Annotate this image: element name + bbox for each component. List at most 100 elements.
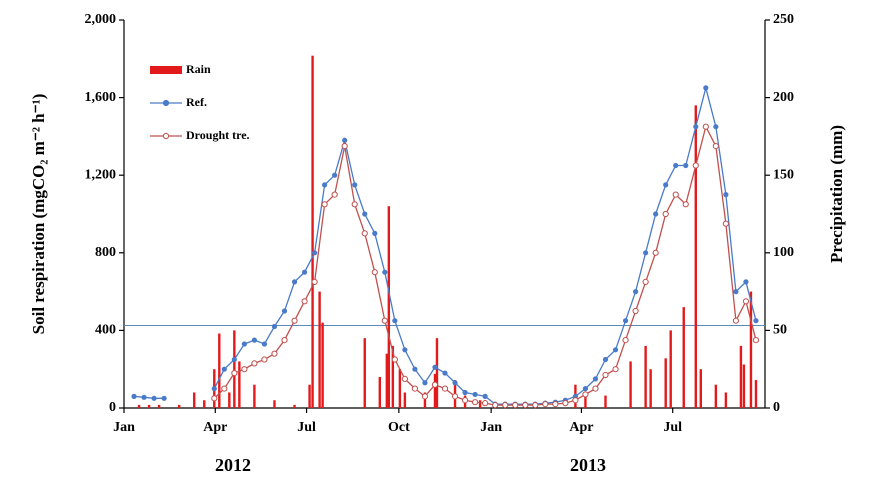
series-marker [401, 375, 408, 382]
series-marker [322, 182, 328, 188]
legend-label: Drought tre. [186, 128, 250, 142]
series-marker [693, 124, 699, 130]
series-marker [602, 356, 609, 363]
y-tick-label: 0 [109, 400, 116, 415]
series-marker [352, 182, 358, 188]
series-marker [261, 356, 268, 363]
y-tick-label: 1,200 [85, 167, 117, 182]
rain-bar [203, 400, 206, 408]
legend-label: Rain [186, 62, 211, 76]
series-marker [522, 401, 529, 409]
series-marker [241, 366, 248, 373]
series-marker [261, 341, 268, 347]
series-marker [281, 337, 288, 344]
series-marker [752, 337, 760, 344]
series-marker [452, 380, 458, 386]
series-marker [612, 347, 619, 353]
series-marker [542, 401, 549, 408]
rain-bar [742, 364, 746, 408]
series-marker [251, 337, 258, 343]
series-marker [722, 220, 729, 227]
y2-tick-label: 150 [773, 167, 794, 182]
rain-bar [629, 361, 632, 408]
series-marker [331, 191, 338, 198]
series-marker [372, 230, 378, 236]
rain-bar [273, 400, 276, 408]
year-label: 2013 [570, 455, 606, 475]
x-tick-label: Jan [113, 420, 135, 435]
rain-bar [403, 392, 407, 408]
series-marker [532, 401, 539, 409]
x-tick-label: Jan [480, 420, 502, 435]
rain-bar [228, 392, 231, 408]
rain-bar [311, 55, 314, 409]
rain-bar [584, 392, 587, 408]
rain-bar [714, 384, 718, 408]
series-marker [321, 201, 328, 208]
series-marker [241, 341, 247, 347]
series-marker [592, 376, 599, 382]
x-tick-label: Oct [388, 420, 410, 435]
rain-bar [669, 330, 672, 408]
series-marker [271, 350, 278, 357]
rain-bar [157, 404, 161, 408]
series-marker [502, 401, 509, 409]
series-marker [673, 162, 679, 169]
series-marker [301, 269, 308, 275]
series-marker [742, 298, 750, 305]
y2-tick-label: 50 [773, 323, 787, 338]
series-marker [161, 395, 167, 401]
x-tick-label: Apr [569, 420, 593, 435]
y-tick-label: 2,000 [85, 12, 117, 27]
rain-bar [308, 384, 311, 408]
series-marker [572, 397, 579, 404]
series-marker [381, 317, 388, 324]
series-marker [703, 85, 709, 91]
series-marker [342, 137, 348, 143]
rain-bar [649, 369, 652, 408]
series-marker [461, 397, 469, 404]
series-marker [462, 389, 468, 396]
series-marker [622, 337, 629, 344]
series-marker [582, 391, 589, 398]
rain-bar [147, 404, 151, 408]
series-marker [221, 366, 227, 372]
series-marker [622, 318, 629, 324]
series-marker [311, 250, 318, 256]
rain-bar [754, 380, 758, 408]
series-marker [652, 249, 659, 256]
series-marker [131, 393, 137, 399]
series-marker [271, 323, 278, 330]
series-marker [231, 356, 237, 363]
series-marker [713, 124, 719, 130]
series-marker [211, 395, 218, 402]
series-marker [392, 318, 398, 324]
rain-bar [604, 395, 607, 408]
x-tick-label: Apr [203, 420, 227, 435]
rain-bar [391, 345, 395, 408]
series-marker [662, 210, 669, 218]
series-marker [632, 289, 639, 295]
rain-bar [435, 338, 439, 408]
x-tick-label: Jul [663, 420, 682, 435]
series-marker [562, 400, 569, 407]
y2-tick-label: 100 [773, 245, 794, 260]
rain-bar [478, 400, 482, 408]
series-marker [592, 385, 599, 392]
series-marker [672, 191, 679, 198]
series-marker [361, 230, 368, 237]
series-marker [151, 395, 157, 401]
series-marker [382, 269, 388, 275]
series-marker [723, 192, 729, 198]
series-marker [642, 278, 649, 285]
series-marker [683, 162, 689, 169]
series-marker [482, 393, 488, 399]
rain-bar [644, 345, 647, 408]
series-marker [712, 143, 719, 150]
series-marker [512, 401, 519, 409]
series-marker [251, 360, 258, 367]
rain-bar [398, 369, 402, 408]
rain-bar [699, 369, 702, 408]
rain-bar [363, 338, 366, 408]
series-marker [743, 279, 749, 285]
